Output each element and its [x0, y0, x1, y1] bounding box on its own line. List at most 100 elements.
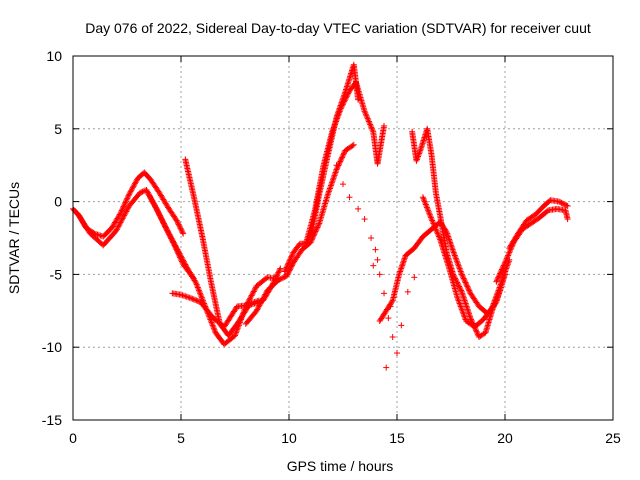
data-point [329, 128, 336, 135]
plot-frame [72, 55, 614, 421]
data-point [154, 208, 161, 215]
data-point [499, 265, 506, 272]
data-point [345, 90, 352, 97]
x-axis-label: GPS time / hours [287, 458, 394, 474]
data-point [173, 217, 180, 224]
data-point [404, 288, 411, 295]
data-point [162, 223, 169, 230]
data-point [473, 328, 480, 335]
data-point [489, 304, 496, 311]
data-point [364, 114, 371, 121]
data-point [170, 238, 177, 245]
data-point [503, 256, 510, 263]
data-point [489, 303, 496, 310]
data-point [450, 248, 457, 255]
data-point [450, 249, 457, 256]
data-point [368, 235, 375, 241]
data-point [459, 307, 466, 314]
data-point [313, 227, 320, 234]
data-point [114, 224, 121, 231]
data-point [262, 291, 269, 298]
data-point [327, 182, 334, 189]
data-point [328, 181, 335, 188]
data-point [160, 220, 167, 227]
data-point [183, 262, 190, 269]
data-point [494, 290, 501, 297]
data-point [155, 210, 162, 217]
y-tick-label: -15 [42, 412, 62, 428]
data-point [490, 300, 497, 307]
data-point [455, 296, 462, 303]
data-point [498, 267, 505, 274]
data-point [427, 213, 434, 220]
data-point [275, 269, 282, 276]
data-point [179, 229, 186, 236]
y-tick-label: 10 [46, 48, 62, 64]
data-point [455, 261, 462, 268]
data-point [488, 306, 495, 313]
data-point [192, 278, 199, 285]
data-point [496, 271, 503, 278]
data-point [454, 259, 461, 266]
data-point [311, 231, 318, 238]
data-point [282, 267, 289, 274]
data-point [122, 209, 129, 216]
data-point [326, 185, 333, 192]
data-point [340, 151, 347, 158]
data-point [180, 230, 187, 237]
data-point [453, 256, 460, 263]
data-point [332, 118, 339, 125]
data-point [497, 269, 504, 276]
data-point [456, 284, 463, 291]
data-point [420, 195, 427, 202]
data-point [189, 295, 196, 302]
data-point [248, 292, 255, 299]
data-point [233, 329, 240, 336]
data-point [501, 271, 508, 278]
data-point [492, 296, 499, 303]
data-point [433, 227, 440, 234]
data-point [338, 104, 345, 111]
data-point [337, 105, 344, 112]
data-point [145, 191, 152, 198]
data-point [458, 306, 465, 313]
data-point [429, 218, 436, 225]
data-point [501, 261, 508, 268]
data-point [156, 211, 163, 218]
data-point [172, 242, 179, 249]
data-point [385, 315, 392, 322]
data-point [281, 268, 288, 275]
grid-lines [73, 56, 613, 420]
data-point [162, 224, 169, 231]
data-point [174, 218, 181, 225]
data-point [192, 296, 199, 303]
y-tick-label: -10 [42, 339, 62, 355]
data-point [494, 275, 501, 282]
data-point [311, 229, 318, 236]
data-point [324, 191, 331, 198]
data-point [331, 121, 338, 128]
data-point [337, 158, 344, 165]
data-point [261, 292, 268, 299]
data-point [416, 150, 423, 157]
data-point [422, 200, 429, 207]
data-point [136, 189, 143, 196]
data-point [452, 253, 459, 260]
data-point [335, 112, 342, 119]
data-point [194, 284, 201, 291]
data-point [172, 243, 179, 250]
data-point [466, 287, 473, 294]
data-point [180, 257, 187, 264]
data-point [315, 221, 322, 228]
data-point [146, 192, 153, 199]
data-point [211, 326, 218, 333]
data-point [249, 291, 256, 298]
data-point [177, 225, 184, 232]
data-point [467, 315, 474, 322]
data-point [187, 295, 194, 302]
data-point [372, 246, 379, 253]
data-point [193, 281, 200, 288]
data-point [505, 252, 512, 259]
data-point [458, 287, 465, 294]
